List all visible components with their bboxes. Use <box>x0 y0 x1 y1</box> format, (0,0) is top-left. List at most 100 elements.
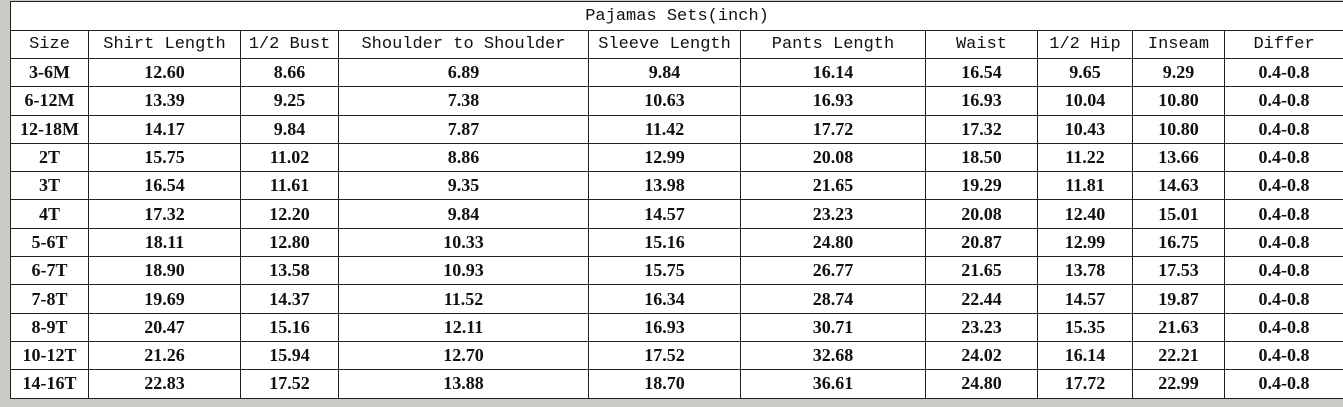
table-cell: 24.80 <box>925 369 1038 399</box>
table-cell: 0.4-0.8 <box>1223 284 1343 314</box>
table-cell: 12.70 <box>338 340 589 371</box>
table-cell: 13.39 <box>88 86 241 116</box>
table-cell: 8.66 <box>240 57 339 88</box>
table-cell: 0.4-0.8 <box>1223 86 1343 116</box>
table-cell: 22.21 <box>1132 340 1225 371</box>
table-cell: 16.14 <box>1037 340 1133 371</box>
size-table: Pajamas Sets(inch) Size Shirt Length 1/2 B… <box>9 1 1343 399</box>
column-header: Inseam <box>1132 30 1225 59</box>
size-cell: 2T <box>10 142 89 173</box>
table-cell: 21.65 <box>925 256 1038 286</box>
table-cell: 32.68 <box>740 340 926 371</box>
table-cell: 24.80 <box>740 227 926 258</box>
table-cell: 13.78 <box>1037 256 1133 286</box>
table-cell: 18.90 <box>88 256 241 286</box>
table-cell: 23.23 <box>925 312 1038 342</box>
table-cell: 24.02 <box>925 340 1038 371</box>
table-cell: 16.14 <box>740 57 926 88</box>
column-header: Waist <box>925 30 1038 59</box>
table-cell: 0.4-0.8 <box>1223 340 1343 371</box>
table-row: 7-8T 19.69 14.37 11.52 16.34 28.74 22.44 14.57 1… <box>10 284 1343 314</box>
table-cell: 28.74 <box>740 284 926 314</box>
table-row: 6-7T 18.90 13.58 10.93 15.75 26.77 21.65 13.78 1… <box>10 256 1343 286</box>
table-row: 10-12T 21.26 15.94 12.70 17.52 32.68 24.02 16.1… <box>10 340 1343 371</box>
table-cell: 15.16 <box>240 312 339 342</box>
table-cell: 17.53 <box>1132 256 1225 286</box>
table-cell: 12.80 <box>240 227 339 258</box>
table-cell: 6.89 <box>338 57 589 88</box>
column-header: Shoulder to Shoulder <box>338 30 589 59</box>
table-cell: 10.04 <box>1037 86 1133 116</box>
table-cell: 11.22 <box>1037 142 1133 173</box>
table-cell: 12.99 <box>588 142 741 173</box>
table-cell: 13.88 <box>338 369 589 399</box>
table-cell: 22.83 <box>88 369 241 399</box>
table-cell: 12.40 <box>1037 199 1133 229</box>
table-cell: 26.77 <box>740 256 926 286</box>
table-cell: 10.33 <box>338 227 589 258</box>
size-cell: 4T <box>10 199 89 229</box>
table-cell: 18.50 <box>925 142 1038 173</box>
table-cell: 14.57 <box>1037 284 1133 314</box>
table-row: 5-6T 18.11 12.80 10.33 15.16 24.80 20.87 12.99 1… <box>10 227 1343 258</box>
table-cell: 36.61 <box>740 369 926 399</box>
table-cell: 18.11 <box>88 227 241 258</box>
table-cell: 12.60 <box>88 57 241 88</box>
table-cell: 9.65 <box>1037 57 1133 88</box>
table-cell: 20.08 <box>925 199 1038 229</box>
size-cell: 6-12M <box>10 86 89 116</box>
column-header: Pants Length <box>740 30 926 59</box>
table-cell: 12.20 <box>240 199 339 229</box>
column-header: Shirt Length <box>88 30 241 59</box>
table-cell: 0.4-0.8 <box>1223 227 1343 258</box>
table-cell: 10.80 <box>1132 86 1225 116</box>
size-cell: 5-6T <box>10 227 89 258</box>
table-cell: 11.52 <box>338 284 589 314</box>
table-cell: 14.37 <box>240 284 339 314</box>
table-cell: 16.93 <box>588 312 741 342</box>
table-cell: 9.35 <box>338 171 589 201</box>
table-cell: 20.47 <box>88 312 241 342</box>
table-row: 4T 17.32 12.20 9.84 14.57 23.23 20.08 12.40 15.0… <box>10 199 1343 229</box>
size-cell: 6-7T <box>10 256 89 286</box>
table-cell: 0.4-0.8 <box>1223 114 1343 144</box>
table-cell: 16.75 <box>1132 227 1225 258</box>
table-cell: 0.4-0.8 <box>1223 199 1343 229</box>
table-cell: 0.4-0.8 <box>1223 57 1343 88</box>
size-cell: 14-16T <box>10 369 89 399</box>
size-cell: 7-8T <box>10 284 89 314</box>
column-header: Differ <box>1223 30 1343 59</box>
table-cell: 11.61 <box>240 171 339 201</box>
table-cell: 15.35 <box>1037 312 1133 342</box>
table-cell: 7.87 <box>338 114 589 144</box>
table-row: 14-16T 22.83 17.52 13.88 18.70 36.61 24.80 17.7… <box>10 369 1343 399</box>
table-cell: 9.84 <box>588 57 741 88</box>
table-cell: 12.11 <box>338 312 589 342</box>
table-cell: 16.93 <box>740 86 926 116</box>
table-cell: 16.54 <box>925 57 1038 88</box>
table-cell: 8.86 <box>338 142 589 173</box>
table-cell: 30.71 <box>740 312 926 342</box>
table-cell: 16.93 <box>925 86 1038 116</box>
table-cell: 17.72 <box>740 114 926 144</box>
table-cell: 7.38 <box>338 86 589 116</box>
table-cell: 20.87 <box>925 227 1038 258</box>
table-cell: 11.42 <box>588 114 741 144</box>
table-cell: 20.08 <box>740 142 926 173</box>
table-cell: 19.69 <box>88 284 241 314</box>
size-cell: 8-9T <box>10 312 89 342</box>
table-row: 6-12M 13.39 9.25 7.38 10.63 16.93 16.93 10.04 10… <box>10 86 1343 116</box>
table-cell: 9.84 <box>240 114 339 144</box>
table-cell: 15.75 <box>88 142 241 173</box>
table-cell: 18.70 <box>588 369 741 399</box>
table-cell: 9.25 <box>240 86 339 116</box>
header-row: Size Shirt Length 1/2 Bust Shoulder to Shou… <box>10 30 1343 59</box>
size-cell: 12-18M <box>10 114 89 144</box>
table-cell: 16.34 <box>588 284 741 314</box>
size-cell: 3-6M <box>10 57 89 88</box>
table-cell: 21.26 <box>88 340 241 371</box>
table-row: 3T 16.54 11.61 9.35 13.98 21.65 19.29 11.81 14.6… <box>10 171 1343 201</box>
table-cell: 9.84 <box>338 199 589 229</box>
table-cell: 9.29 <box>1132 57 1225 88</box>
table-cell: 0.4-0.8 <box>1223 369 1343 399</box>
